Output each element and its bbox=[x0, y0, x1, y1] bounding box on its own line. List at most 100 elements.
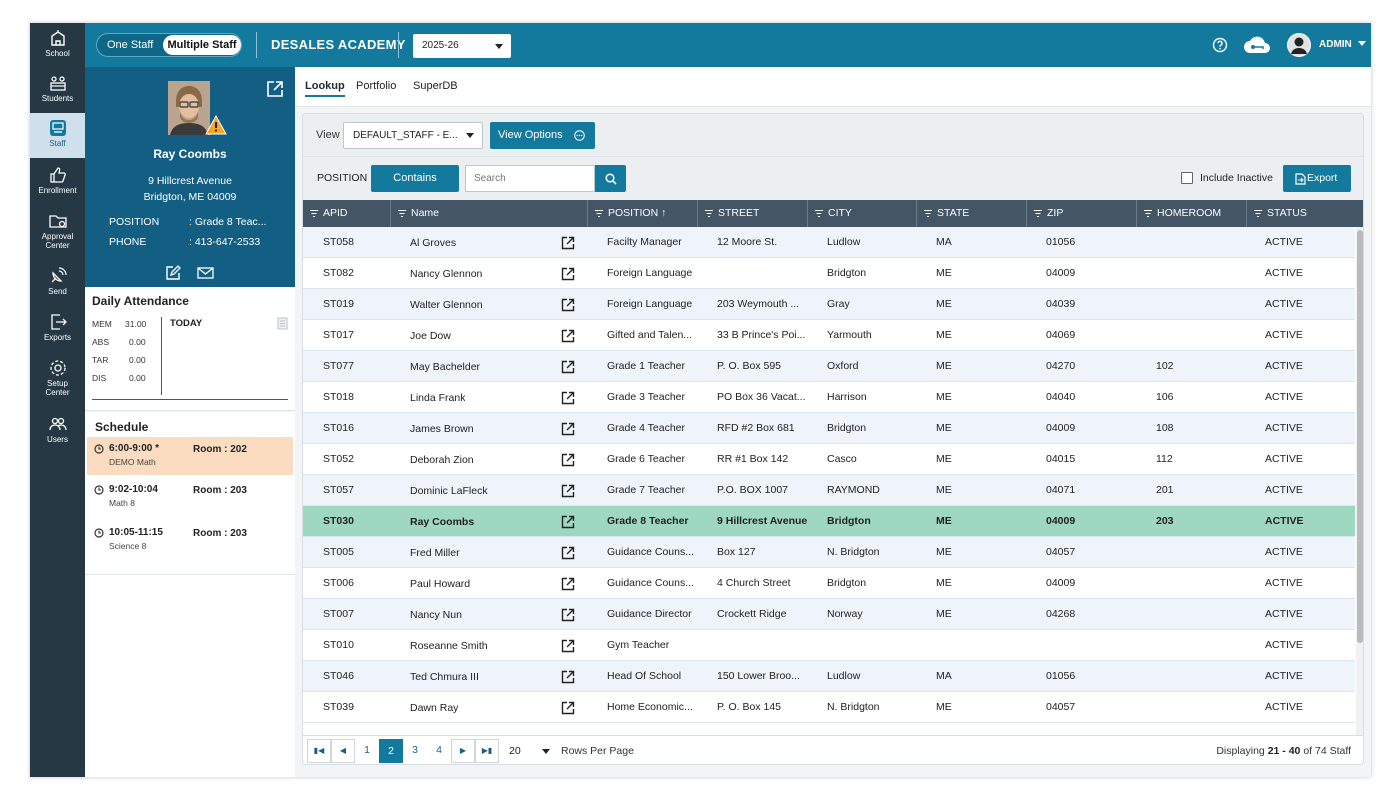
table-row[interactable]: ST039 Dawn Ray Home Economic... P. O. Box 1… bbox=[303, 692, 1355, 723]
table-row[interactable]: ST005 Fred Miller Guidance Couns... Box 127… bbox=[303, 537, 1355, 568]
filter-icon[interactable] bbox=[595, 210, 603, 217]
include-inactive-label[interactable]: Include Inactive bbox=[1200, 172, 1273, 184]
open-record-icon[interactable] bbox=[561, 608, 575, 622]
table-row[interactable]: ST016 James Brown Grade 4 Teacher RFD #2 Bo… bbox=[303, 413, 1355, 444]
schedule-item[interactable]: 10:05-11:15 Science 8 Room : 203 bbox=[87, 521, 293, 559]
filter-icon[interactable] bbox=[705, 210, 713, 217]
filter-icon[interactable] bbox=[1144, 210, 1152, 217]
open-record-icon[interactable] bbox=[561, 453, 575, 467]
help-icon[interactable] bbox=[1212, 37, 1228, 53]
nav-item-setup-center[interactable]: Setup Center bbox=[30, 353, 85, 403]
toggle-multiple-staff[interactable]: Multiple Staff bbox=[163, 35, 241, 55]
last-page-button[interactable]: ▶▮ bbox=[475, 739, 499, 763]
tab-superdb[interactable]: SuperDB bbox=[413, 80, 458, 92]
page-button[interactable]: 4 bbox=[427, 739, 451, 763]
table-row[interactable]: ST030 Ray Coombs Grade 8 Teacher 9 Hillcres… bbox=[303, 506, 1355, 537]
filter-icon[interactable] bbox=[398, 210, 406, 217]
contains-button[interactable]: Contains bbox=[371, 165, 459, 192]
schedule-item[interactable]: 6:00-9:00 * DEMO Math Room : 202 bbox=[87, 437, 293, 475]
school-year-select[interactable]: 2025-26 bbox=[413, 34, 511, 58]
prev-page-button[interactable]: ◀ bbox=[331, 739, 355, 763]
filter-icon[interactable] bbox=[1254, 210, 1262, 217]
table-row[interactable]: ST077 May Bachelder Grade 1 Teacher P. O. B… bbox=[303, 351, 1355, 382]
open-record-icon[interactable] bbox=[561, 546, 575, 560]
open-record-icon[interactable] bbox=[561, 422, 575, 436]
column-header-position[interactable]: POSITION ↑ bbox=[587, 200, 697, 227]
nav-item-staff[interactable]: Staff bbox=[30, 113, 85, 158]
open-record-icon[interactable] bbox=[561, 577, 575, 591]
rows-per-page-select[interactable]: 20 bbox=[503, 739, 555, 763]
warning-icon[interactable] bbox=[205, 115, 227, 135]
column-header-apid[interactable]: APID bbox=[303, 200, 390, 227]
nav-item-students[interactable]: Students bbox=[30, 68, 85, 112]
external-link-icon[interactable] bbox=[266, 80, 284, 98]
nav-item-users[interactable]: Users bbox=[30, 409, 85, 453]
filter-icon[interactable] bbox=[310, 210, 318, 217]
avatar[interactable] bbox=[1286, 32, 1312, 58]
filter-icon[interactable] bbox=[1034, 210, 1042, 217]
table-row[interactable]: ST017 Joe Dow Gifted and Talen... 33 B Prin… bbox=[303, 320, 1355, 351]
cell-street: Box 127 bbox=[717, 546, 756, 558]
table-row[interactable]: ST007 Nancy Nun Guidance Director Crockett … bbox=[303, 599, 1355, 630]
table-row[interactable]: ST058 Al Groves Facilty Manager 12 Moore St… bbox=[303, 227, 1355, 258]
column-header-homeroom[interactable]: HOMEROOM bbox=[1136, 200, 1246, 227]
email-icon[interactable] bbox=[197, 267, 214, 279]
scrollbar-thumb[interactable] bbox=[1357, 230, 1363, 643]
open-record-icon[interactable] bbox=[561, 484, 575, 498]
open-record-icon[interactable] bbox=[561, 267, 575, 281]
table-row[interactable]: ST057 Dominic LaFleck Grade 7 Teacher P.O. … bbox=[303, 475, 1355, 506]
admin-menu[interactable]: ADMIN bbox=[1319, 39, 1366, 50]
open-record-icon[interactable] bbox=[561, 639, 575, 653]
cloud-key-icon[interactable] bbox=[1242, 35, 1272, 55]
view-select[interactable]: DEFAULT_STAFF - E... bbox=[343, 122, 483, 149]
tab-lookup[interactable]: Lookup bbox=[305, 80, 345, 97]
schedule-item[interactable]: 9:02-10:04 Math 8 Room : 203 bbox=[87, 478, 293, 516]
open-record-icon[interactable] bbox=[561, 515, 575, 529]
export-button[interactable]: Export bbox=[1283, 165, 1351, 192]
column-header-name[interactable]: Name bbox=[390, 200, 587, 227]
grid-scrollbar[interactable] bbox=[1356, 227, 1363, 735]
page-button-current[interactable]: 2 bbox=[379, 739, 403, 763]
open-record-icon[interactable] bbox=[561, 360, 575, 374]
open-record-icon[interactable] bbox=[561, 329, 575, 343]
table-row[interactable]: ST019 Walter Glennon Foreign Language 203 W… bbox=[303, 289, 1355, 320]
table-row[interactable]: ST052 Deborah Zion Grade 6 Teacher RR #1 Bo… bbox=[303, 444, 1355, 475]
document-icon[interactable] bbox=[277, 317, 288, 330]
schedule-panel: Schedule 6:00-9:00 * DEMO Math Room : 20… bbox=[85, 412, 295, 777]
staff-mode-toggle[interactable]: One Staff Multiple Staff bbox=[96, 33, 242, 57]
column-header-zip[interactable]: ZIP bbox=[1026, 200, 1136, 227]
column-header-street[interactable]: STREET bbox=[697, 200, 807, 227]
column-header-city[interactable]: CITY bbox=[807, 200, 916, 227]
toggle-one-staff[interactable]: One Staff bbox=[107, 39, 154, 51]
nav-item-exports[interactable]: Exports bbox=[30, 307, 85, 351]
nav-item-enrollment[interactable]: Enrollment bbox=[30, 160, 85, 204]
displaying-suffix: of 74 Staff bbox=[1303, 745, 1351, 757]
table-row[interactable]: ST082 Nancy Glennon Foreign Language Bridgt… bbox=[303, 258, 1355, 289]
open-record-icon[interactable] bbox=[561, 391, 575, 405]
nav-item-approval-center[interactable]: Approval Center bbox=[30, 206, 85, 256]
include-inactive-checkbox[interactable] bbox=[1181, 172, 1193, 184]
open-record-icon[interactable] bbox=[561, 701, 575, 715]
column-header-status[interactable]: STATUS bbox=[1246, 200, 1363, 227]
open-record-icon[interactable] bbox=[561, 298, 575, 312]
search-input[interactable] bbox=[465, 165, 595, 192]
filter-icon[interactable] bbox=[815, 210, 823, 217]
table-row[interactable]: ST006 Paul Howard Guidance Couns... 4 Churc… bbox=[303, 568, 1355, 599]
search-button[interactable] bbox=[595, 165, 626, 192]
next-page-button[interactable]: ▶ bbox=[451, 739, 475, 763]
table-row[interactable]: ST010 Roseanne Smith Gym Teacher ACTIVE bbox=[303, 630, 1355, 661]
page-button[interactable]: 3 bbox=[403, 739, 427, 763]
open-record-icon[interactable] bbox=[561, 670, 575, 684]
tab-portfolio[interactable]: Portfolio bbox=[356, 80, 397, 92]
page-button[interactable]: 1 bbox=[355, 739, 379, 763]
open-record-icon[interactable] bbox=[561, 236, 575, 250]
view-options-button[interactable]: View Options bbox=[490, 122, 595, 149]
table-row[interactable]: ST046 Ted Chmura III Head Of School 150 Low… bbox=[303, 661, 1355, 692]
filter-icon[interactable] bbox=[924, 210, 932, 217]
first-page-button[interactable]: ▮◀ bbox=[307, 739, 331, 763]
edit-icon[interactable] bbox=[166, 265, 181, 280]
column-header-state[interactable]: STATE bbox=[916, 200, 1026, 227]
table-row[interactable]: ST018 Linda Frank Grade 3 Teacher PO Box 36… bbox=[303, 382, 1355, 413]
nav-item-send[interactable]: Send bbox=[30, 261, 85, 305]
nav-item-school[interactable]: School bbox=[30, 23, 85, 67]
